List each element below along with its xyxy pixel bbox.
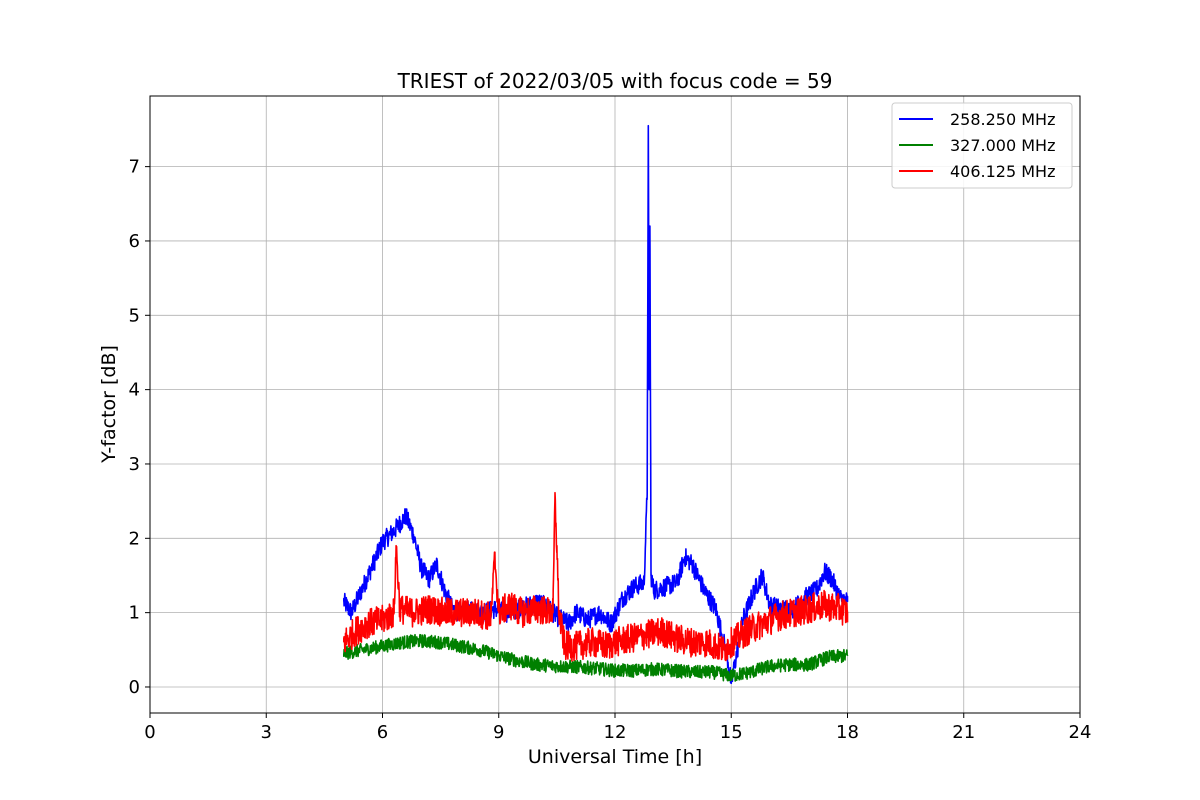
legend-label-3: 406.125 MHz [950,162,1055,181]
x-tick-label: 3 [261,722,272,743]
x-tick-label: 9 [493,722,504,743]
y-tick-label: 1 [129,603,140,624]
y-tick-label: 6 [129,231,140,252]
series-lines [342,124,849,685]
y-axis-label: Y-factor [dB] [98,345,120,464]
series-line-3 [342,491,849,662]
x-axis-label: Universal Time [h] [528,746,702,768]
legend-label-2: 327.000 MHz [950,136,1055,155]
x-tick-label: 0 [144,722,155,743]
x-tick-label: 6 [377,722,388,743]
y-tick-label: 0 [129,677,140,698]
x-tick-label: 18 [836,722,859,743]
x-tick-label: 21 [952,722,975,743]
chart-title: TRIEST of 2022/03/05 with focus code = 5… [397,69,833,93]
y-tick-label: 2 [129,528,140,549]
y-tick-label: 4 [129,380,140,401]
x-tick-label: 15 [720,722,743,743]
legend-label-1: 258.250 MHz [950,110,1055,129]
y-tick-label: 7 [129,157,140,178]
x-tick-label: 12 [604,722,627,743]
legend: 258.250 MHz 327.000 MHz 406.125 MHz [891,102,1073,189]
y-tick-label: 3 [129,454,140,475]
series-line-1 [342,124,849,685]
series-line-2 [342,633,849,682]
x-tick-label: 24 [1069,722,1092,743]
legend-box [891,102,1073,189]
y-tick-label: 5 [129,305,140,326]
